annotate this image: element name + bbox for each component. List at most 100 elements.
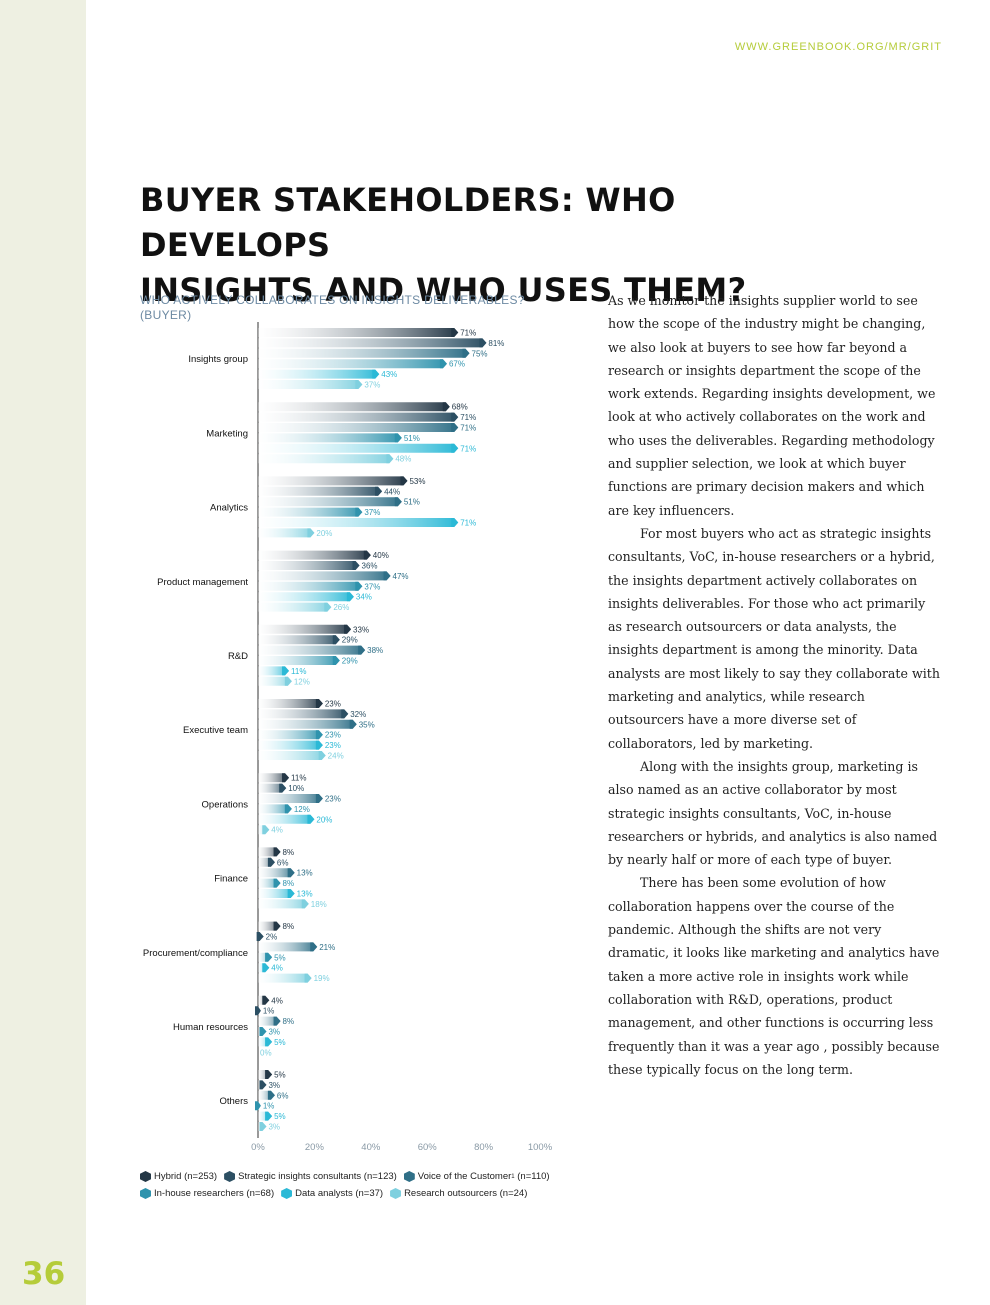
legend-label-voc-n: (n=110): [514, 1171, 550, 1182]
bar: [258, 719, 357, 729]
data-label: 12%: [294, 677, 310, 686]
data-label: 3%: [268, 1081, 280, 1090]
data-label: 4%: [271, 996, 283, 1005]
legend-label-inhouse: In-house researchers (n=68): [154, 1188, 275, 1199]
data-label: 6%: [277, 858, 289, 867]
category-label: Executive team: [183, 725, 248, 736]
bar: [258, 645, 366, 655]
data-label: 5%: [274, 953, 286, 962]
bar-cap: [386, 454, 394, 464]
data-label: 37%: [364, 381, 380, 390]
bar-cap: [284, 676, 292, 686]
bar-cap: [439, 359, 447, 369]
category-label: Analytics: [210, 503, 248, 514]
bar-cap: [479, 338, 487, 348]
bar-cap: [287, 868, 295, 878]
data-label: 71%: [460, 424, 476, 433]
body-paragraph-2: For most buyers who act as strategic ins…: [608, 525, 940, 751]
bar-cap: [355, 380, 363, 389]
bar-cap: [355, 581, 363, 591]
data-label: 12%: [294, 805, 310, 814]
data-label: 11%: [291, 667, 306, 676]
page-title: BUYER STAKEHOLDERS: WHO DEVELOPS INSIGHT…: [140, 178, 860, 313]
legend-item-analysts: Data analysts (n=37): [281, 1188, 383, 1199]
data-label: 23%: [325, 700, 341, 709]
bar: [258, 348, 470, 358]
bar: [258, 380, 363, 389]
chart-title-line1: WHO ACTIVELY COLLABORATES ON INSIGHTS DE…: [140, 293, 525, 307]
data-label: 29%: [342, 657, 358, 666]
data-label: 23%: [325, 795, 341, 804]
bar: [258, 497, 402, 507]
bar: [258, 433, 402, 443]
bar-cap: [394, 497, 402, 507]
legend-swatch-analysts: [281, 1188, 293, 1199]
category-label: Marketing: [206, 428, 248, 439]
x-tick-label: 0%: [251, 1142, 265, 1153]
data-label: 8%: [283, 848, 295, 857]
x-tick-label: 80%: [474, 1142, 494, 1153]
category-label: Others: [219, 1096, 248, 1107]
bar: [258, 518, 459, 527]
category-label: R&D: [228, 651, 248, 662]
bar-cap: [273, 921, 281, 931]
x-tick-label: 60%: [418, 1142, 438, 1153]
legend-row: In-house researchers (n=68) Data analyst…: [140, 1185, 580, 1202]
bar-cap: [344, 624, 352, 634]
site-url[interactable]: WWW.GREENBOOK.ORG/MR/GRIT: [734, 41, 942, 53]
data-label: 10%: [288, 784, 304, 793]
bar-cap: [442, 402, 450, 412]
bar-cap: [451, 423, 459, 432]
data-label: 11%: [291, 774, 306, 783]
bar-cap: [265, 1070, 273, 1079]
data-label: 5%: [274, 1112, 286, 1121]
data-label: 19%: [314, 974, 330, 983]
data-label: 8%: [283, 879, 295, 888]
bar-cap: [462, 348, 470, 358]
data-label: 13%: [297, 869, 313, 878]
bar-cap: [255, 1006, 261, 1016]
data-label: 44%: [384, 487, 400, 496]
bar: [258, 666, 290, 676]
bar-cap: [262, 825, 270, 835]
data-label: 1%: [263, 1102, 275, 1111]
bar-cap: [259, 1122, 267, 1131]
data-label: 71%: [460, 444, 476, 453]
side-strip: [0, 0, 86, 1305]
bar-cap: [341, 709, 349, 719]
legend-item-strategic: Strategic insights consultants (n=123): [224, 1171, 397, 1182]
bar: [258, 412, 459, 422]
bar-cap: [310, 942, 318, 952]
category-label: Human resources: [173, 1022, 248, 1033]
bar-cap: [315, 730, 323, 740]
bar: [258, 868, 295, 878]
category-label: Finance: [214, 874, 248, 885]
data-label: 43%: [381, 370, 397, 379]
data-label: 0%: [260, 1048, 272, 1057]
bar-cap: [267, 857, 275, 867]
bar-cap: [315, 699, 323, 708]
bar: [258, 624, 352, 634]
bar: [258, 973, 312, 983]
bar: [258, 338, 487, 348]
bar-cap: [451, 443, 459, 453]
bar: [258, 794, 323, 803]
data-label: 20%: [316, 815, 332, 824]
bar-cap: [315, 740, 323, 750]
bar-cap: [256, 932, 264, 941]
bar: [258, 528, 315, 538]
bar-cap: [255, 1101, 261, 1111]
bar-cap: [315, 794, 323, 803]
bar-cap: [352, 561, 360, 570]
data-label: 3%: [268, 1123, 280, 1132]
data-label: 3%: [268, 1028, 280, 1037]
bar: [258, 454, 394, 464]
bar: [258, 889, 295, 898]
data-label: 5%: [274, 1071, 286, 1080]
bar: [258, 656, 340, 665]
collaboration-bar-chart: Insights group71%81%75%67%43%37%Marketin…: [143, 322, 553, 1153]
data-label: 37%: [364, 508, 380, 517]
bar-cap: [349, 719, 357, 729]
bar-cap: [301, 899, 309, 909]
data-label: 33%: [353, 625, 369, 634]
